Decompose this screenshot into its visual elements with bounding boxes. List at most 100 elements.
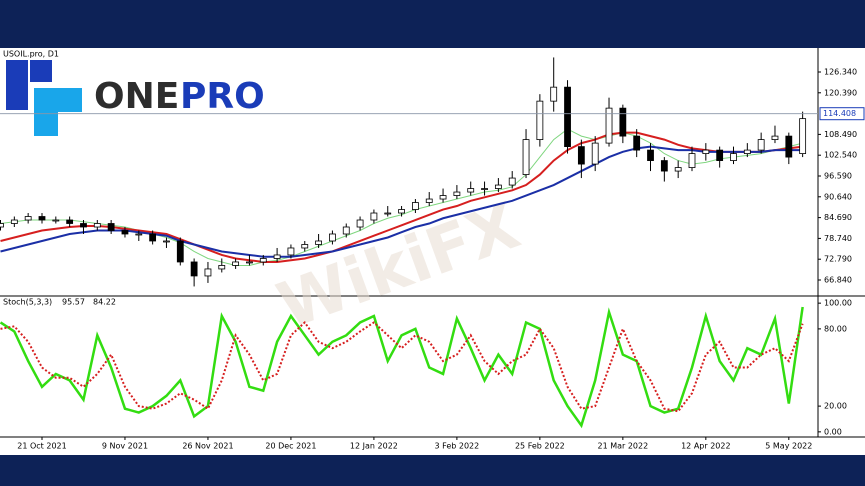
candle-body <box>660 160 668 172</box>
y-tick-label: 96.590 <box>824 171 852 180</box>
chart-area <box>0 48 865 455</box>
candle-body <box>619 107 627 137</box>
candle-body <box>674 167 682 172</box>
candle-body <box>591 142 599 165</box>
candle-body <box>550 86 558 102</box>
candle-body <box>785 135 793 158</box>
logo-text: ONE <box>94 76 179 117</box>
candle-body <box>577 146 585 165</box>
candle-body <box>743 149 751 154</box>
logo-shape <box>34 88 58 112</box>
candle-body <box>10 219 18 224</box>
logo: ONE PRO <box>6 60 265 136</box>
candle-body <box>190 261 198 277</box>
candle-body <box>342 226 350 235</box>
candle-body <box>605 107 613 144</box>
logo-text: PRO <box>180 76 265 117</box>
candle-body <box>494 184 502 189</box>
candle-body <box>356 219 364 228</box>
candle-body <box>38 216 46 221</box>
candle-body <box>564 86 571 147</box>
candle-body <box>467 188 475 193</box>
stochastic-line <box>0 306 804 429</box>
candle-body <box>246 261 253 264</box>
x-tick-label: 3 Feb 2022 <box>435 442 480 451</box>
candle-body <box>273 254 281 259</box>
y-tick-label: 78.740 <box>824 234 852 243</box>
price-label: 114.408 <box>823 109 856 118</box>
candle-body <box>370 212 378 221</box>
candle-body <box>647 149 654 161</box>
candle-body <box>80 223 87 228</box>
stochastic-line <box>0 320 804 413</box>
x-tick-label: 21 Oct 2021 <box>17 442 66 451</box>
x-tick-label: 12 Jan 2022 <box>350 442 398 451</box>
logo-shape <box>34 112 58 136</box>
moving-average <box>0 131 803 263</box>
logo-shape <box>30 60 52 82</box>
candle-body <box>107 223 115 231</box>
y-tick-label: 66.840 <box>824 276 852 285</box>
x-tick-label: 25 Feb 2022 <box>515 442 565 451</box>
y-tick-label: 100.00 <box>824 299 852 308</box>
price-label-box <box>819 107 865 121</box>
x-tick-label: 12 Apr 2022 <box>681 442 730 451</box>
logo-shape <box>6 60 28 110</box>
candle-body <box>204 268 212 277</box>
candle-body <box>329 233 336 242</box>
candle-body <box>425 198 433 203</box>
y-tick-label: 84.690 <box>824 213 852 222</box>
candle-body <box>0 223 4 228</box>
y-tick-label: 126.340 <box>824 67 857 76</box>
indicator-readout: 95.57 <box>62 298 85 307</box>
candle-body <box>232 261 240 266</box>
candle-body <box>66 219 74 224</box>
y-tick-label: 102.540 <box>824 151 857 160</box>
candle-body <box>439 195 447 200</box>
candle-body <box>163 240 170 243</box>
candle-body <box>315 240 322 245</box>
candle-body <box>259 258 267 263</box>
candle-body <box>771 135 779 141</box>
x-tick-label: 21 Mar 2022 <box>597 442 648 451</box>
candle-body <box>799 118 807 154</box>
candle-body <box>218 265 226 270</box>
candle-body <box>522 139 530 175</box>
indicator-title: Stoch(5,3,3) <box>3 298 52 307</box>
y-tick-label: 90.640 <box>824 192 852 201</box>
x-tick-label: 9 Nov 2021 <box>102 442 148 451</box>
x-tick-label: 20 Dec 2021 <box>265 442 316 451</box>
y-tick-label: 20.00 <box>824 402 847 411</box>
candle-body <box>688 153 696 168</box>
y-tick-label: 108.490 <box>824 130 857 139</box>
candle-body <box>24 216 32 221</box>
candle-body <box>398 209 405 214</box>
y-tick-label: 120.390 <box>824 88 857 97</box>
moving-average <box>0 145 803 258</box>
y-tick-label: 72.790 <box>824 255 852 264</box>
candle-body <box>301 244 309 249</box>
candle-body <box>176 240 184 263</box>
candle-body <box>730 153 737 161</box>
candle-body <box>287 247 295 256</box>
symbol-title: USOIL.pro, D1 <box>3 50 59 59</box>
candle-body <box>411 202 419 210</box>
candle-body <box>149 233 157 242</box>
candle-body <box>757 139 765 151</box>
candle-body <box>716 149 724 161</box>
candle-body <box>384 212 392 215</box>
candle-body <box>52 219 60 222</box>
candle-body <box>121 230 129 235</box>
candle-body <box>453 191 461 196</box>
indicator-readout: 84.22 <box>93 298 116 307</box>
candle-body <box>481 188 488 190</box>
candle-body <box>508 177 516 186</box>
candle-body <box>633 135 641 151</box>
y-tick-label: 80.00 <box>824 324 847 333</box>
candle-body <box>93 223 101 228</box>
x-tick-label: 26 Nov 2021 <box>182 442 233 451</box>
x-tick-label: 5 May 2022 <box>765 442 812 451</box>
candle-body <box>135 233 143 236</box>
y-tick-label: 0.00 <box>824 427 842 436</box>
